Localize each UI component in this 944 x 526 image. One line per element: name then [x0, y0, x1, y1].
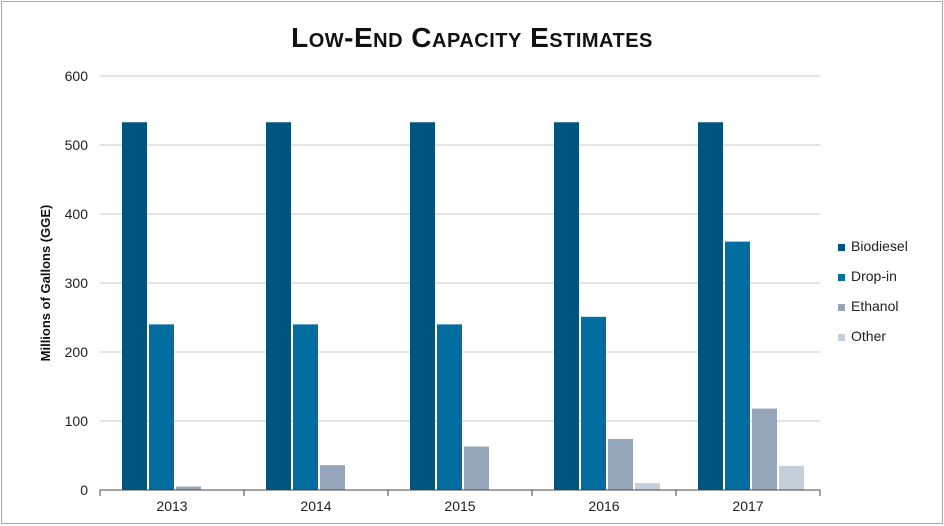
bar-other-2016: [635, 483, 660, 490]
bar-ethanol-2015: [464, 446, 489, 490]
y-tick-label: 0: [80, 482, 88, 498]
x-tick-label: 2016: [588, 498, 619, 514]
chart-title: Low-End Capacity Estimates: [291, 22, 653, 53]
x-tick-label: 2014: [300, 498, 331, 514]
y-axis-ticks: 0 100 200 300 400 500 600: [65, 68, 89, 498]
legend-label: Other: [851, 328, 886, 344]
y-tick-label: 100: [65, 413, 89, 429]
legend-swatch: [838, 274, 845, 281]
legend-swatch: [838, 334, 845, 341]
y-tick-label: 300: [65, 275, 89, 291]
y-axis-label: Millions of Gallons (GGE): [38, 205, 53, 362]
bar-drop-in-2014: [293, 324, 318, 490]
bar-ethanol-2014: [320, 465, 345, 490]
x-tick-label: 2015: [444, 498, 475, 514]
bar-ethanol-2017: [752, 408, 777, 490]
legend-label: Biodiesel: [851, 238, 908, 254]
x-axis-ticks: 2013 2014 2015 2016 2017: [99, 490, 821, 514]
y-tick-label: 500: [65, 137, 89, 153]
legend-label: Drop-in: [851, 268, 897, 284]
bar-biodiesel-2016: [554, 122, 579, 490]
bar-drop-in-2016: [581, 316, 606, 490]
y-tick-label: 600: [65, 68, 89, 84]
y-tick-label: 200: [65, 344, 89, 360]
x-tick-label: 2013: [156, 498, 187, 514]
x-tick-label: 2017: [732, 498, 763, 514]
bar-ethanol-2013: [176, 486, 201, 490]
bar-biodiesel-2017: [698, 122, 723, 490]
legend-label: Ethanol: [851, 298, 898, 314]
bar-ethanol-2016: [608, 438, 633, 490]
legend-swatch: [838, 304, 845, 311]
bar-drop-in-2015: [437, 324, 462, 490]
legend-swatch: [838, 244, 845, 251]
bar-biodiesel-2013: [122, 122, 147, 490]
bar-biodiesel-2014: [266, 122, 291, 490]
bar-biodiesel-2015: [410, 122, 435, 490]
legend: Biodiesel Drop-in Ethanol Other: [838, 238, 908, 344]
bar-drop-in-2017: [725, 241, 750, 490]
bar-other-2017: [779, 465, 804, 490]
y-tick-label: 400: [65, 206, 89, 222]
bar-drop-in-2013: [149, 324, 174, 490]
bars: [122, 122, 804, 490]
